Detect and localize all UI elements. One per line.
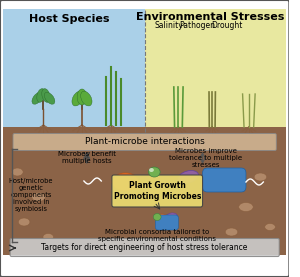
Ellipse shape bbox=[225, 228, 238, 236]
FancyBboxPatch shape bbox=[13, 134, 276, 150]
Ellipse shape bbox=[44, 92, 55, 104]
Ellipse shape bbox=[43, 234, 53, 240]
Ellipse shape bbox=[18, 218, 30, 226]
FancyBboxPatch shape bbox=[3, 127, 286, 157]
Ellipse shape bbox=[239, 202, 253, 212]
FancyBboxPatch shape bbox=[0, 0, 290, 277]
FancyBboxPatch shape bbox=[3, 132, 286, 255]
Text: Environmental Stresses: Environmental Stresses bbox=[136, 12, 284, 22]
Ellipse shape bbox=[226, 183, 237, 191]
Ellipse shape bbox=[32, 193, 45, 201]
Text: Microbes benefit
multiple hosts: Microbes benefit multiple hosts bbox=[58, 152, 116, 165]
Ellipse shape bbox=[112, 173, 139, 191]
Ellipse shape bbox=[148, 167, 160, 177]
Ellipse shape bbox=[77, 89, 87, 105]
Ellipse shape bbox=[265, 224, 275, 230]
Ellipse shape bbox=[42, 89, 50, 102]
Text: Microbial consortia tailored to
specific environmental conditions: Microbial consortia tailored to specific… bbox=[98, 229, 216, 242]
Text: Pathogen: Pathogen bbox=[180, 20, 216, 29]
FancyBboxPatch shape bbox=[155, 215, 178, 230]
Text: Plant-microbe interactions: Plant-microbe interactions bbox=[85, 137, 205, 147]
Ellipse shape bbox=[12, 168, 23, 176]
FancyBboxPatch shape bbox=[202, 168, 246, 192]
Text: Host/microbe
genetic
components
involved in
symbiosis: Host/microbe genetic components involved… bbox=[9, 178, 53, 212]
Ellipse shape bbox=[149, 168, 154, 172]
Ellipse shape bbox=[254, 173, 267, 181]
Ellipse shape bbox=[155, 214, 169, 224]
Text: Drought: Drought bbox=[211, 20, 242, 29]
Text: Salinity: Salinity bbox=[154, 20, 183, 29]
Text: Microbes improve
tolerance to multiple
stresses: Microbes improve tolerance to multiple s… bbox=[169, 148, 242, 168]
FancyBboxPatch shape bbox=[10, 238, 279, 257]
Ellipse shape bbox=[81, 91, 92, 106]
Text: Targets for direct engineering of host stress tolerance: Targets for direct engineering of host s… bbox=[41, 243, 248, 252]
Text: Plant Growth
Promoting Microbes: Plant Growth Promoting Microbes bbox=[113, 181, 201, 201]
Ellipse shape bbox=[178, 171, 198, 183]
Ellipse shape bbox=[166, 213, 177, 221]
FancyBboxPatch shape bbox=[112, 175, 202, 207]
Ellipse shape bbox=[72, 91, 83, 106]
FancyBboxPatch shape bbox=[145, 9, 286, 132]
Ellipse shape bbox=[37, 89, 45, 102]
Ellipse shape bbox=[32, 92, 43, 104]
Ellipse shape bbox=[153, 214, 161, 220]
FancyBboxPatch shape bbox=[3, 9, 145, 132]
Text: Host Species: Host Species bbox=[29, 14, 110, 24]
